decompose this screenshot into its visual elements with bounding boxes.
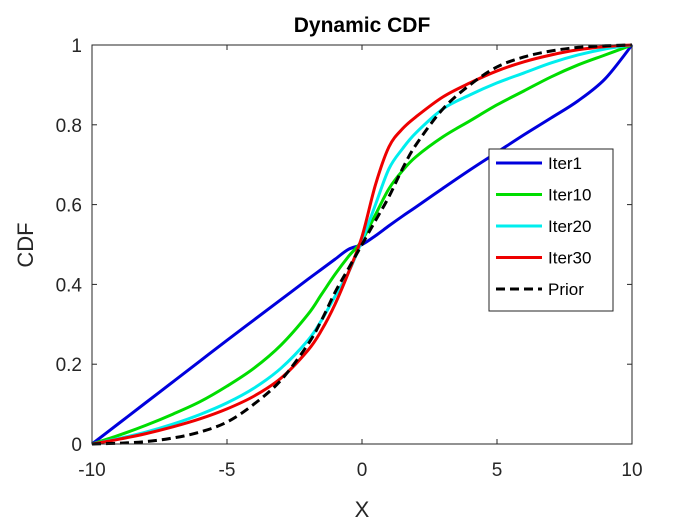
y-tick-label: 0.8 <box>56 116 82 137</box>
y-tick-label: 0.6 <box>56 196 82 217</box>
y-tick-label: 1 <box>71 36 82 57</box>
x-tick-label: -10 <box>78 460 105 481</box>
x-tick-label: -5 <box>219 460 236 481</box>
x-tick-label: 0 <box>357 460 368 481</box>
legend-label-iter10: Iter10 <box>548 186 591 205</box>
y-tick-label: 0.4 <box>56 275 83 296</box>
series-layer <box>91 43 634 446</box>
series-line-prior <box>91 43 633 446</box>
legend-label-prior: Prior <box>548 280 584 299</box>
x-axis-label: X <box>355 497 370 522</box>
legend-label-iter1: Iter1 <box>548 154 582 173</box>
y-tick-label: 0.2 <box>56 355 82 376</box>
series-line-iter30 <box>91 43 633 446</box>
chart-title: Dynamic CDF <box>294 14 431 37</box>
x-tick-label: 10 <box>621 460 642 481</box>
y-tick-label: 0 <box>71 435 82 456</box>
legend-box <box>488 148 614 312</box>
x-tick-label: 5 <box>492 460 503 481</box>
legend: Iter1 Iter10 Iter20 Iter30 Prior <box>488 148 614 312</box>
legend-label-iter30: Iter30 <box>548 249 591 268</box>
y-axis-label: CDF <box>13 222 38 267</box>
legend-label-iter20: Iter20 <box>548 217 591 236</box>
ticks-layer: -10 -5 0 5 10 0 0.2 0.4 0.6 0.8 1 <box>56 36 643 481</box>
